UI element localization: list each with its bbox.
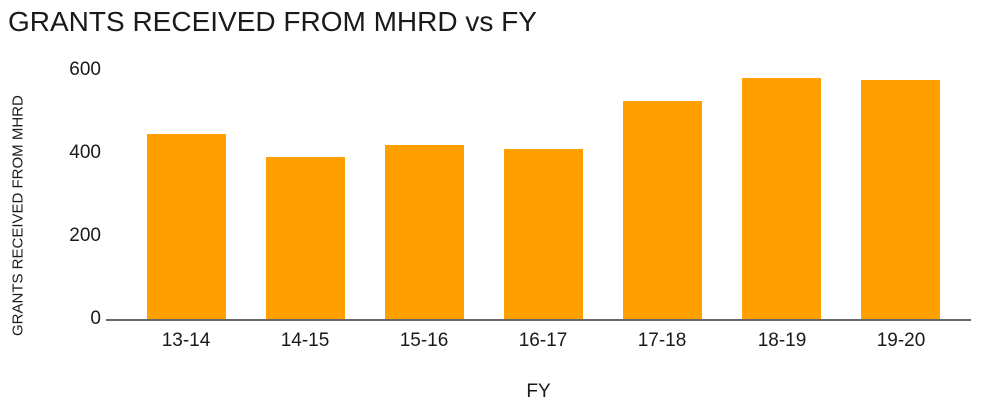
bar-14-15[interactable] [266, 157, 345, 319]
x-tick-label-18-19: 18-19 [757, 330, 807, 351]
x-tick-label-13-14: 13-14 [161, 330, 211, 351]
y-tick-label: 600 [69, 59, 101, 80]
bar-13-14[interactable] [147, 134, 226, 319]
y-tick-label: 200 [69, 225, 101, 246]
bar-19-20[interactable] [861, 80, 940, 319]
y-tick-label: 0 [90, 308, 101, 329]
plot-area [106, 0, 971, 321]
bar-15-16[interactable] [385, 145, 464, 319]
x-tick-label-14-15: 14-15 [280, 330, 330, 351]
bar-16-17[interactable] [504, 149, 583, 319]
bar-18-19[interactable] [742, 78, 821, 319]
y-tick-label: 400 [69, 142, 101, 163]
chart-title: GRANTS RECEIVED FROM MHRD vs FY [8, 6, 537, 37]
x-tick-label-19-20: 19-20 [876, 330, 926, 351]
bar-17-18[interactable] [623, 101, 702, 319]
x-tick-label-16-17: 16-17 [518, 330, 568, 351]
x-axis-title: FY [526, 381, 551, 402]
x-tick-label-15-16: 15-16 [399, 330, 449, 351]
x-tick-label-17-18: 17-18 [637, 330, 687, 351]
